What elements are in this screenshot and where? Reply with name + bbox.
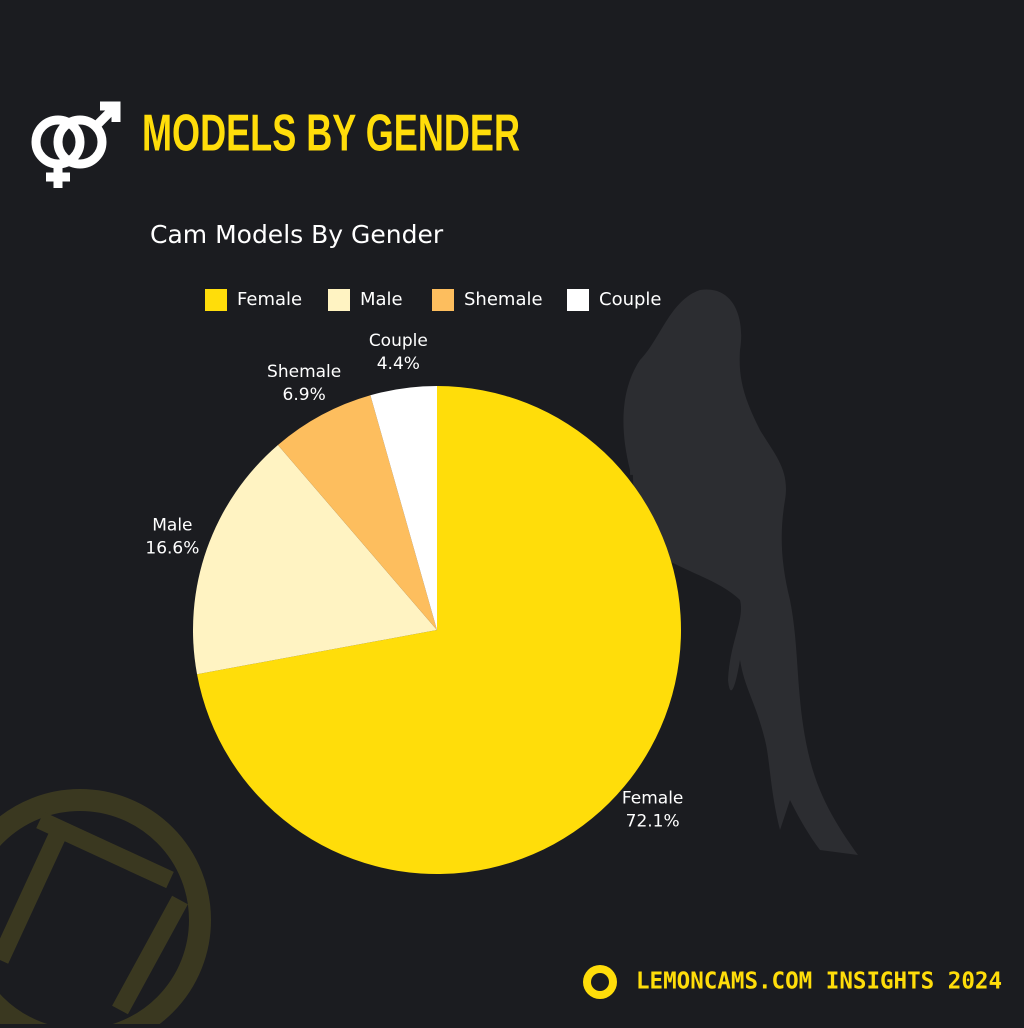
legend-swatch xyxy=(432,289,454,311)
chart-title: Cam Models By Gender xyxy=(150,220,444,249)
pie-slice xyxy=(193,444,437,675)
slice-category-label: Male xyxy=(152,516,192,536)
legend-swatch xyxy=(328,289,350,311)
pie-slice xyxy=(197,386,682,874)
header-title: MODELS BY GENDER xyxy=(142,105,520,163)
legend-label: Shemale xyxy=(464,289,543,310)
slice-value-label: 16.6% xyxy=(145,539,199,559)
legend-swatch xyxy=(205,289,227,311)
pie-slice xyxy=(370,386,437,630)
plot: Female Male Shemale Couple Female 72.1% Male 16… xyxy=(145,289,683,874)
pie-slice xyxy=(277,395,437,630)
legend-label: Male xyxy=(360,289,403,310)
slice-value-label: 4.4% xyxy=(377,354,420,374)
footer-text: LEMONCAMS.COM INSIGHTS 2024 xyxy=(636,969,1002,995)
slice-value-label: 6.9% xyxy=(283,385,326,405)
slice-value-label: 72.1% xyxy=(626,812,680,832)
silhouette-decoration xyxy=(623,289,858,855)
footer-logo xyxy=(583,965,617,999)
slice-category-label: Shemale xyxy=(267,362,341,382)
aperture-decoration xyxy=(0,789,211,1028)
legend-label: Couple xyxy=(599,289,662,310)
gender-icon xyxy=(31,101,121,188)
slice-category-label: Female xyxy=(622,789,683,809)
legend-swatch xyxy=(567,289,589,311)
legend-label: Female xyxy=(237,289,302,310)
slice-category-label: Couple xyxy=(369,331,428,351)
